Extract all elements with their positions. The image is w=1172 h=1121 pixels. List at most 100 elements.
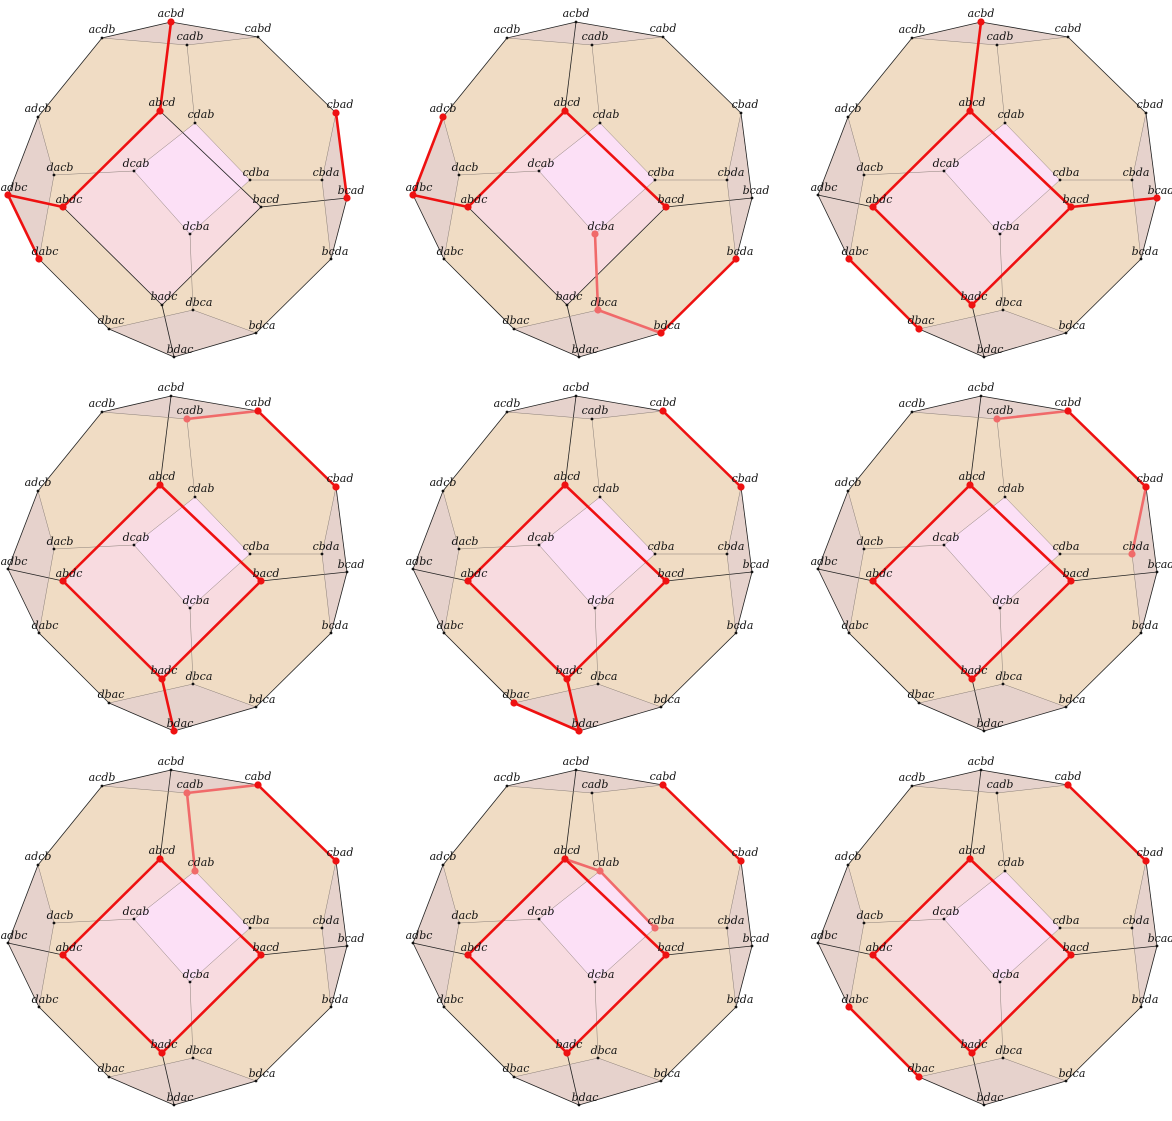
edge-abcd-bacd: [159, 110, 262, 208]
vertex-label-dacb: dacb: [857, 909, 884, 922]
edge-cdba-dcba: [999, 927, 1061, 983]
vertex-label-dcab: dcab: [933, 905, 960, 918]
side-face-left: [413, 491, 459, 633]
edge-cbad-bcad: [1145, 860, 1158, 947]
edge-bacd-bcad: [665, 197, 753, 208]
hidden-path-edge-dcba-dbca: [593, 232, 600, 312]
edge-dbca-bdca: [1002, 309, 1067, 334]
path-edge-dabc-dbac: [847, 257, 921, 331]
vertex-label-cdba: cdba: [1053, 914, 1080, 927]
vertex-label-abdc: abdc: [56, 567, 83, 580]
edge-cbda-bcda: [726, 553, 737, 634]
path-vertex-dbca: [594, 306, 602, 314]
edge-dbac-dabc: [38, 632, 110, 704]
vertex-label-acdb: acdb: [899, 397, 926, 410]
vertex-label-cdba: cdba: [648, 540, 675, 553]
vertex-label-cabd: cabd: [245, 22, 272, 35]
vertex-label-cadb: cadb: [582, 30, 609, 43]
edge-dacb-dabc: [443, 922, 460, 1008]
edge-dacb-dcab: [863, 170, 945, 176]
side-face-right: [1132, 487, 1157, 633]
vertex-label-dabc: dabc: [32, 245, 59, 258]
vertex-cdab: [193, 495, 197, 499]
vertex-label-cdba: cdba: [243, 166, 270, 179]
edge-dbca-bdca: [192, 309, 257, 334]
vertex-label-abdc: abdc: [866, 567, 893, 580]
vertex-label-abdc: abdc: [461, 567, 488, 580]
side-face-left: [818, 865, 864, 1007]
edge-dcba-dcab: [538, 544, 596, 609]
edge-dbac-dbca: [513, 1057, 599, 1078]
vertex-bcda: [329, 257, 333, 261]
edge-bdac-dbac: [108, 702, 175, 732]
vertex-label-badc: badc: [961, 290, 988, 303]
vertex-dacb: [457, 547, 461, 551]
vertex-label-cbda: cbda: [313, 540, 340, 553]
edge-abdc-adbc: [7, 568, 64, 582]
vertex-acdb: [910, 36, 914, 40]
path-edge-abcd-abdc: [61, 483, 162, 583]
path-edge-cabd-cbad: [661, 409, 743, 489]
vertex-cdab: [1003, 495, 1007, 499]
edge-bacd-bcad: [260, 571, 348, 582]
edge-adcb-acdb: [847, 785, 913, 866]
edge-cbad-cbda: [1131, 860, 1147, 929]
vertex-dbca: [1001, 308, 1005, 312]
vertex-label-dcba: dcba: [993, 968, 1020, 981]
vertex-label-acbd: acbd: [968, 381, 995, 394]
vertex-cadb: [995, 43, 999, 47]
permutohedron-svg: acbd cabd acdb cadb adcb abcd cdab cbad dacb dcab…: [406, 381, 769, 735]
vertex-label-bacd: bacd: [1063, 567, 1090, 580]
path-vertex-abdc: [59, 203, 67, 211]
vertex-label-cdba: cdba: [648, 914, 675, 927]
edge-dbac-dbca: [108, 309, 194, 330]
vertex-label-abdc: abdc: [461, 941, 488, 954]
path-vertex-badc: [563, 1049, 571, 1057]
edge-badc-bdac: [971, 678, 985, 732]
vertex-label-dbac: dbac: [908, 688, 935, 701]
edge-adbc-adcb: [7, 864, 39, 944]
side-face-right: [322, 487, 347, 633]
edge-dcba-dcab: [943, 170, 1001, 235]
edge-abdc-adbc: [817, 194, 874, 208]
vertex-label-dcba: dcba: [993, 594, 1020, 607]
path-vertex-bacd: [257, 951, 265, 959]
vertex-label-dbca: dbca: [186, 296, 213, 309]
edge-badc-bdac: [566, 304, 580, 358]
vertex-badc: [565, 303, 569, 307]
vertex-label-cabd: cabd: [650, 770, 677, 783]
permutohedron-svg: acbd cabd acdb cadb adcb abcd cdab cbad dacb dcab…: [1, 7, 364, 359]
path-edge-abcd-bacd: [563, 109, 668, 209]
vertex-acdb: [505, 410, 509, 414]
vertex-label-bdca: bdca: [249, 1067, 276, 1080]
vertex-dacb: [862, 173, 866, 177]
path-vertex-bcad: [343, 194, 351, 202]
vertex-cdba: [248, 178, 252, 182]
vertex-label-bcda: bcda: [322, 245, 349, 258]
edge-dbca-dcba: [594, 607, 599, 685]
edge-acdb-acbd: [911, 769, 982, 787]
path-vertex-bcad: [1153, 194, 1161, 202]
side-face-top: [507, 770, 663, 793]
side-face-right: [1132, 113, 1157, 259]
vertex-label-bacd: bacd: [253, 193, 280, 206]
path-vertex-abcd: [156, 481, 164, 489]
edge-adcb-dacb: [442, 864, 460, 924]
edge-dacb-dcab: [53, 170, 135, 176]
edge-badc-abdc: [62, 206, 163, 306]
vertex-label-dacb: dacb: [857, 535, 884, 548]
edge-abdc-adbc: [7, 942, 64, 956]
edge-badc-bdac: [971, 1052, 985, 1106]
edge-dbca-dcba: [594, 981, 599, 1059]
edge-acdb-acbd: [101, 21, 172, 39]
edge-dbca-dcba: [189, 607, 194, 685]
side-face-bottom: [919, 684, 1066, 731]
edge-adcb-acdb: [847, 411, 913, 492]
path-vertex-abdc: [464, 951, 472, 959]
path-vertex-cadb: [183, 415, 191, 423]
edge-bacd-bcad: [1070, 945, 1158, 956]
edge-badc-bdac: [161, 1052, 175, 1106]
edge-acdb-acbd: [506, 395, 577, 413]
vertex-label-dbac: dbac: [98, 1062, 125, 1075]
